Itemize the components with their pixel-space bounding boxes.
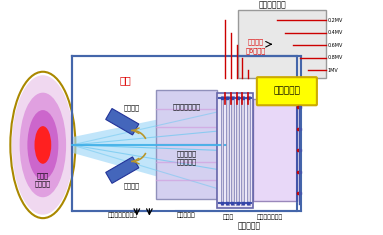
Text: イオンから
原子へ変換: イオンから 原子へ変換 [177,150,196,165]
FancyBboxPatch shape [253,99,296,201]
FancyBboxPatch shape [241,96,244,205]
Text: 加速器: 加速器 [223,215,234,220]
Text: 正イオン: 正イオン [124,104,140,111]
FancyBboxPatch shape [239,10,326,78]
Ellipse shape [34,126,51,164]
Text: 0.4MV: 0.4MV [327,30,343,35]
FancyBboxPatch shape [217,93,253,208]
Ellipse shape [27,110,58,180]
FancyBboxPatch shape [156,90,217,199]
Polygon shape [106,109,139,135]
Text: 負イオン: 負イオン [124,183,140,189]
Text: 核融合
プラズマ: 核融合 プラズマ [35,172,51,187]
Text: 0.2MV: 0.2MV [327,18,343,23]
Text: 0.6MV: 0.6MV [327,43,343,48]
FancyBboxPatch shape [221,96,223,205]
Text: ブッシング: ブッシング [273,87,300,96]
Polygon shape [72,107,217,193]
Text: 高電圧伝送管: 高電圧伝送管 [259,0,286,9]
Ellipse shape [12,75,74,215]
Text: 真空: 真空 [119,75,131,85]
FancyBboxPatch shape [257,77,317,105]
Polygon shape [106,157,139,183]
Text: 負イオンビーム: 負イオンビーム [173,104,201,110]
FancyBboxPatch shape [226,96,229,205]
FancyBboxPatch shape [231,96,234,205]
Text: 絶縁ガス
（6気圧）: 絶縁ガス （6気圧） [246,39,266,54]
Text: 0.8MV: 0.8MV [327,55,343,60]
FancyBboxPatch shape [247,96,250,205]
FancyBboxPatch shape [236,96,239,205]
Text: 負イオン源: 負イオン源 [237,222,261,231]
Text: 中性化セル: 中性化セル [177,213,196,218]
Text: 残留イオンダンプ: 残留イオンダンプ [107,213,137,218]
Ellipse shape [20,93,66,197]
Text: 負イオン生成部: 負イオン生成部 [256,215,283,220]
Text: 1MV: 1MV [327,68,338,73]
